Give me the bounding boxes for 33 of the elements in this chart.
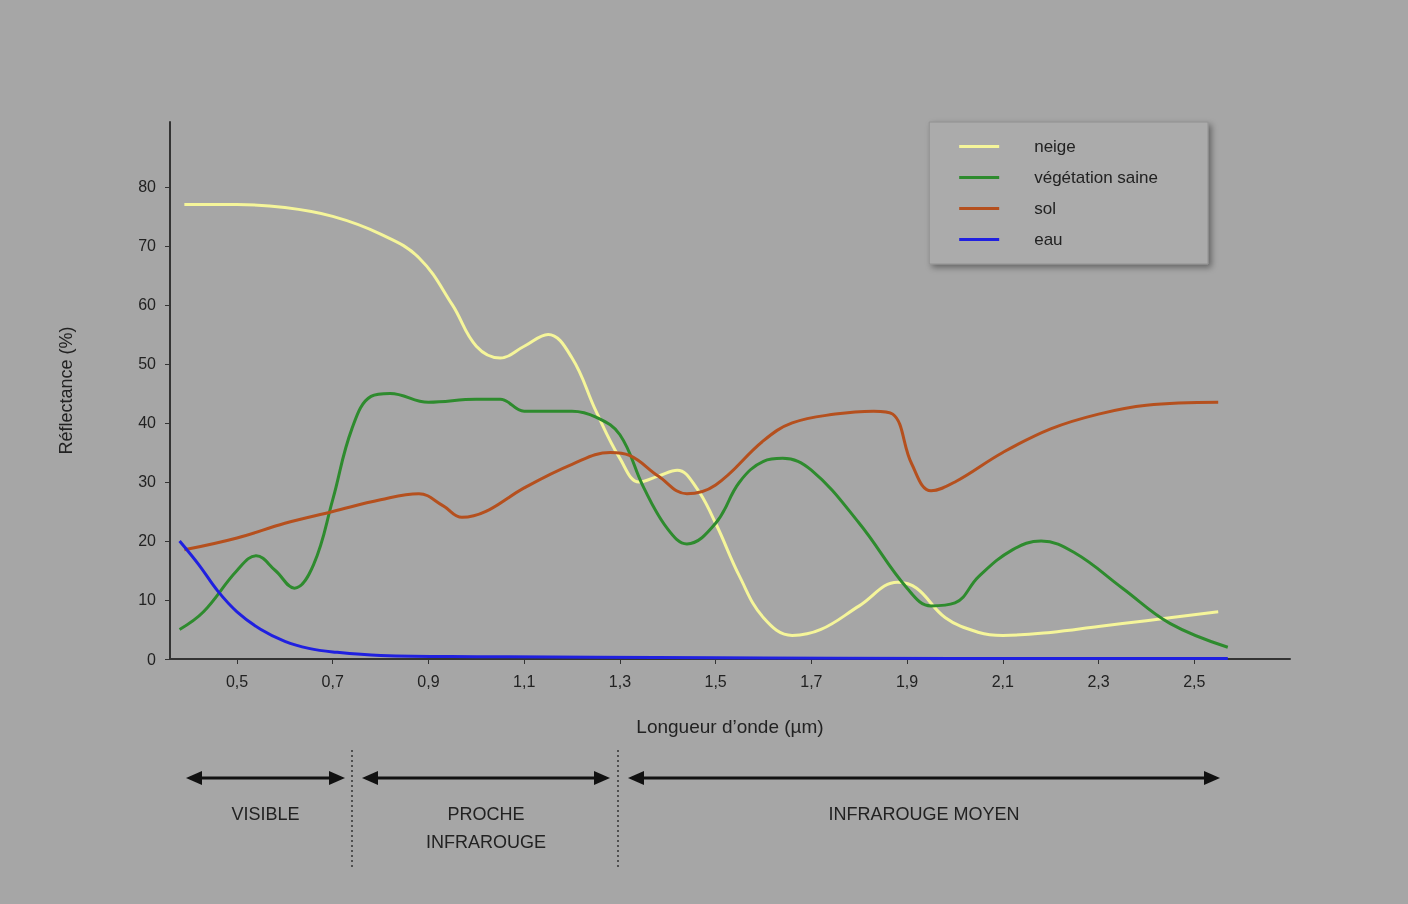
x-tick-label: 0,5 [225,672,249,690]
text: VISIBLE [230,803,301,826]
x-tick-label: 2,5 [1183,672,1206,690]
y-tick-label: 80 [138,178,157,196]
x-tick-label: 0,9 [417,672,440,690]
x-tick-label: 2,3 [1087,672,1110,690]
y-tick-label: 0 [147,650,157,668]
x-tick-label: 1,3 [608,672,632,690]
y-axis-title: Réflectance (%) [56,326,76,455]
legend-label: sol [1034,199,1056,218]
y-tick-label: 40 [138,414,157,432]
text: PROCHE INFRAROUGE [425,803,547,854]
line-series [178,391,1230,649]
x-tick-label: 1,1 [513,672,536,690]
y-tick-label: 30 [138,473,157,491]
y-tick-label: 10 [138,591,157,609]
x-tick-label: 1,9 [895,672,919,690]
y-tick-label: 70 [138,237,157,255]
x-tick-label: 0,7 [321,672,344,690]
y-tick-label: 60 [138,296,157,314]
line-series [182,400,1220,552]
x-tick-label: 1,7 [800,672,823,690]
x-tick-label: 2,1 [991,672,1015,690]
legend-label: neige [1034,137,1076,156]
y-tick-label: 20 [138,532,157,550]
line-series [178,539,1230,660]
x-axis-title: Longueur d’onde (µm) [636,716,824,737]
x-tick-label: 1,5 [704,672,727,690]
line-series [182,203,1220,637]
legend-label: eau [1034,230,1063,249]
text: INFRAROUGE MOYEN [827,803,1021,826]
y-tick-label: 50 [138,355,157,373]
legend-label: végétation saine [1034,168,1159,187]
